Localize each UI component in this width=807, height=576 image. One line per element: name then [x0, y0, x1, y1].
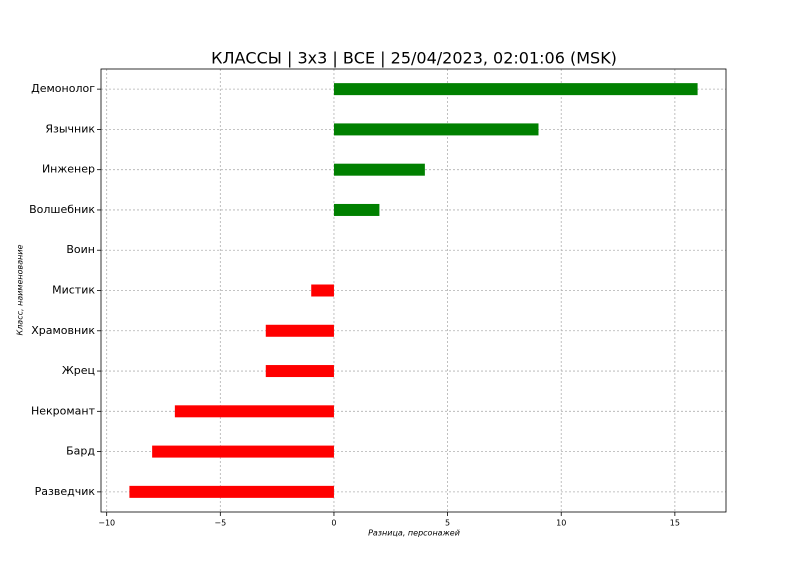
bar [265, 365, 334, 378]
y-tick-label: Мистик [52, 284, 95, 297]
x-tick-label: −5 [214, 519, 226, 528]
x-tick-label: 5 [445, 519, 450, 528]
x-tick-label: 10 [556, 519, 566, 528]
bar [174, 405, 334, 418]
x-tick-label: 15 [670, 519, 680, 528]
y-tick-label: Разведчик [35, 485, 96, 498]
bar [129, 485, 334, 498]
x-tick-label: 0 [331, 519, 336, 528]
bar [333, 83, 698, 96]
chart-title: КЛАССЫ | 3x3 | ВСЕ | 25/04/2023, 02:01:0… [211, 49, 617, 68]
y-tick-label: Храмовник [31, 324, 95, 337]
y-tick-label: Жрец [62, 364, 95, 377]
bar [333, 203, 380, 216]
bar [333, 123, 539, 136]
y-tick-label: Бард [66, 445, 95, 458]
y-tick-label: Волшебник [29, 203, 95, 216]
bar [152, 445, 334, 458]
plot-frame [100, 68, 727, 513]
y-tick-label: Демонолог [31, 82, 95, 95]
bar [265, 324, 334, 337]
y-tick-label: Язычник [45, 122, 95, 135]
y-axis-label: Класс, наименование [16, 244, 25, 335]
y-tick-label: Инженер [42, 163, 95, 176]
y-tick-label: Некромант [31, 404, 96, 417]
x-tick-label: −10 [98, 519, 115, 528]
y-tick-label: Воин [66, 243, 95, 256]
bar [311, 284, 334, 297]
bar [333, 163, 425, 176]
x-axis-label: Разница, персонажей [368, 529, 460, 538]
